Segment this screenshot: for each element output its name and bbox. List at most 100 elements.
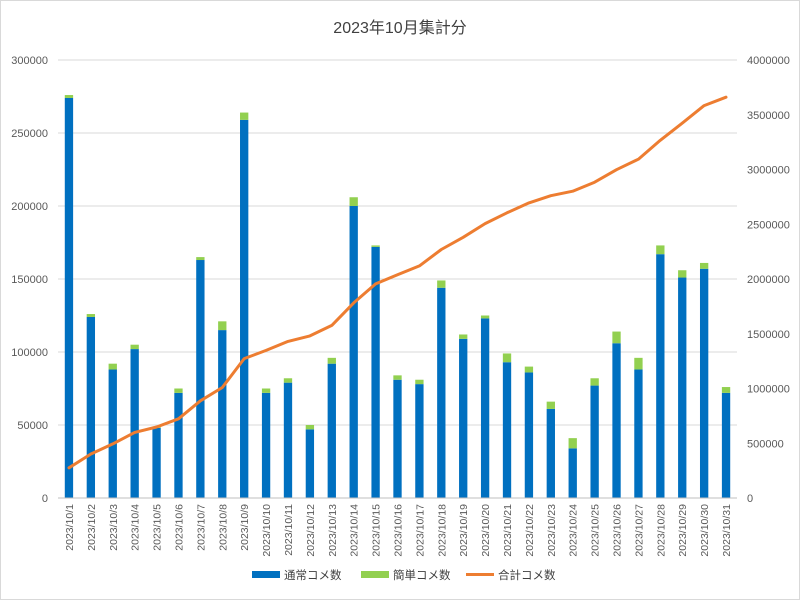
x-tick-label: 2023/10/24 xyxy=(568,504,580,557)
x-tick-label: 2023/10/11 xyxy=(283,504,295,556)
bar-simple xyxy=(130,344,139,350)
bar-simple xyxy=(327,357,336,364)
x-tick-label: 2023/10/2 xyxy=(86,504,98,551)
bar-simple xyxy=(612,331,621,344)
right-y-tick-label: 0 xyxy=(747,493,753,505)
bar-simple xyxy=(393,375,402,380)
x-tick-label: 2023/10/8 xyxy=(217,504,229,551)
right-y-tick-label: 1000000 xyxy=(747,384,790,396)
bar-simple xyxy=(415,379,424,385)
bar-simple xyxy=(502,353,512,363)
x-tick-label: 2023/10/13 xyxy=(327,504,339,557)
x-tick-label: 2023/10/10 xyxy=(261,504,273,557)
line-series xyxy=(67,95,728,470)
bar-normal xyxy=(480,318,490,498)
bar-simple xyxy=(524,366,534,373)
x-tick-label: 2023/10/12 xyxy=(305,504,317,557)
x-tick-label: 2023/10/6 xyxy=(173,504,185,551)
x-tick-label: 2023/10/9 xyxy=(239,504,251,551)
x-tick-label: 2023/10/16 xyxy=(393,504,405,557)
x-tick-label: 2023/10/28 xyxy=(655,504,667,557)
x-tick-label: 2023/10/4 xyxy=(130,504,142,551)
bar-simple xyxy=(480,315,490,319)
bar-normal xyxy=(459,338,468,498)
x-tick-label: 2023/10/7 xyxy=(195,504,207,551)
bar-simple xyxy=(261,388,271,393)
bar-simple xyxy=(196,257,205,261)
bar-series xyxy=(64,95,731,499)
bar-normal xyxy=(283,382,293,498)
left-y-tick-label: 0 xyxy=(42,493,48,505)
bar-simple xyxy=(699,262,709,269)
bar-simple xyxy=(371,245,380,247)
left-y-tick-label: 200000 xyxy=(11,201,48,213)
bar-simple xyxy=(546,401,555,409)
right-y-tick-label: 3500000 xyxy=(747,110,790,122)
bar-simple xyxy=(656,245,665,255)
x-tick-label: 2023/10/31 xyxy=(721,504,733,557)
bar-normal xyxy=(590,385,599,498)
bar-normal xyxy=(546,408,555,498)
bar-normal xyxy=(174,392,183,498)
x-tick-label: 2023/10/27 xyxy=(633,504,645,557)
right-y-tick-label: 4000000 xyxy=(747,55,790,67)
bar-simple xyxy=(218,321,227,331)
bar-simple xyxy=(108,363,117,370)
x-tick-label: 2023/10/22 xyxy=(524,504,536,557)
left-y-tick-label: 100000 xyxy=(11,347,48,359)
bar-normal xyxy=(612,343,621,498)
bar-simple xyxy=(721,387,731,393)
legend-label: 通常コメ数 xyxy=(284,568,342,582)
legend-swatch xyxy=(361,571,389,578)
bar-normal xyxy=(656,254,665,498)
x-tick-label: 2023/10/19 xyxy=(458,504,470,557)
x-tick-label: 2023/10/20 xyxy=(480,504,492,557)
bar-normal xyxy=(218,330,227,498)
x-tick-label: 2023/10/15 xyxy=(371,504,383,557)
chart-title: 2023年10月集計分 xyxy=(333,19,466,37)
bar-normal xyxy=(393,379,402,498)
x-tick-label: 2023/10/14 xyxy=(349,504,361,557)
bar-simple xyxy=(590,378,599,386)
bar-simple xyxy=(678,270,687,278)
bar-simple xyxy=(64,95,74,98)
bar-normal xyxy=(130,349,139,498)
gridlines xyxy=(58,59,737,499)
x-tick-label: 2023/10/18 xyxy=(436,504,448,557)
x-tick-label: 2023/10/21 xyxy=(502,504,514,557)
bar-simple xyxy=(349,197,358,206)
x-tick-label: 2023/10/3 xyxy=(108,504,120,551)
total-line xyxy=(67,95,728,470)
bar-normal xyxy=(86,316,96,498)
bar-normal xyxy=(152,427,161,498)
bar-simple xyxy=(459,334,468,339)
legend-swatch xyxy=(252,571,280,578)
right-y-tick-label: 1500000 xyxy=(747,329,790,341)
right-y-axis: 0 500000 1000000 1500000 2000000 2500000 30000… xyxy=(747,55,790,505)
legend-label: 合計コメ数 xyxy=(498,568,556,582)
bar-normal xyxy=(371,246,380,498)
bar-normal xyxy=(108,369,117,498)
bar-normal xyxy=(634,369,643,498)
bar-normal xyxy=(699,268,709,498)
bar-simple xyxy=(568,438,577,449)
left-y-axis: 0 50000 100000 150000 200000 250000 300000 xyxy=(11,55,48,505)
bar-normal xyxy=(415,384,424,498)
x-tick-label: 2023/10/17 xyxy=(414,504,426,557)
legend: 通常コメ数 簡単コメ数 合計コメ数 xyxy=(252,568,556,582)
bar-simple xyxy=(305,425,315,430)
right-y-tick-label: 2000000 xyxy=(747,274,790,286)
bar-normal xyxy=(721,392,731,498)
bar-normal xyxy=(305,429,315,498)
bar-normal xyxy=(327,363,336,498)
left-y-tick-label: 50000 xyxy=(17,420,48,432)
left-y-tick-label: 300000 xyxy=(11,55,48,67)
bar-simple xyxy=(283,378,293,383)
bar-simple xyxy=(634,357,643,370)
x-tick-label: 2023/10/30 xyxy=(699,504,711,557)
right-y-tick-label: 3000000 xyxy=(747,165,790,177)
x-tick-label: 2023/10/23 xyxy=(546,504,558,557)
bar-simple xyxy=(174,388,183,393)
x-tick-label: 2023/10/26 xyxy=(612,504,624,557)
